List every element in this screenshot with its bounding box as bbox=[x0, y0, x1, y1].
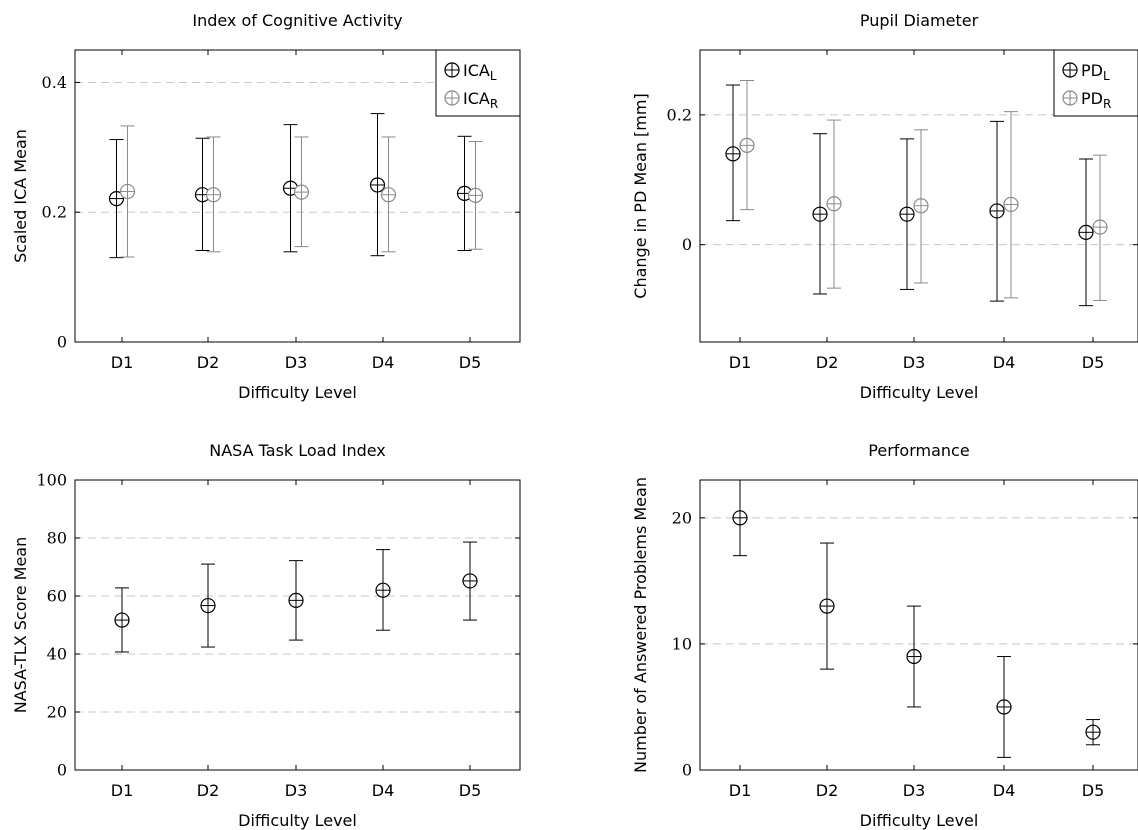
x-tick-label: D3 bbox=[903, 781, 926, 800]
y-tick-label: 0 bbox=[57, 761, 67, 780]
legend-entry-name: ICA bbox=[463, 89, 490, 108]
y-tick-label: 0.2 bbox=[667, 105, 692, 124]
legend-entry-name: PD bbox=[1081, 61, 1103, 80]
x-tick-label: D4 bbox=[372, 781, 395, 800]
x-tick-label: D2 bbox=[816, 353, 839, 372]
y-tick-label: 0 bbox=[57, 333, 67, 352]
legend-entry-subscript: R bbox=[490, 97, 498, 111]
series-2 bbox=[119, 125, 484, 258]
x-tick-label: D1 bbox=[111, 781, 134, 800]
y-tick-label: 60 bbox=[47, 587, 67, 606]
x-tick-label: D2 bbox=[197, 781, 220, 800]
x-tick-label: D1 bbox=[729, 781, 752, 800]
series-1 bbox=[725, 84, 1094, 307]
chart-panel-1: Index of Cognitive Activity 0 0.2 0.4 D1 D2 D3… bbox=[11, 11, 521, 402]
x-tick-label: D5 bbox=[459, 353, 482, 372]
x-tick-label: D4 bbox=[993, 353, 1016, 372]
y-tick-label: 20 bbox=[47, 703, 67, 722]
plot-frame bbox=[699, 479, 1138, 771]
plot-frame bbox=[74, 49, 521, 343]
x-tick-label: D5 bbox=[1082, 353, 1105, 372]
x-tick-label: D4 bbox=[993, 781, 1016, 800]
series-1 bbox=[114, 541, 478, 653]
y-tick-label: 80 bbox=[47, 529, 67, 548]
legend-entry-name: ICA bbox=[463, 61, 490, 80]
legend-entry: PDL bbox=[1081, 61, 1110, 83]
plot-frame bbox=[699, 49, 1138, 343]
legend-entry-subscript: L bbox=[490, 69, 497, 83]
legend-entry-subscript: L bbox=[1103, 69, 1110, 83]
x-tick-label: D1 bbox=[111, 353, 134, 372]
legend-entry: PDR bbox=[1081, 89, 1111, 111]
legend-entry-name: PD bbox=[1081, 89, 1103, 108]
y-axis-label: NASA-TLX Score Mean bbox=[11, 537, 30, 714]
chart-title: NASA Task Load Index bbox=[209, 441, 386, 460]
chart-title: Index of Cognitive Activity bbox=[192, 11, 402, 30]
x-tick-label: D2 bbox=[816, 781, 839, 800]
legend-entry-subscript: R bbox=[1103, 97, 1111, 111]
plot-frame bbox=[74, 479, 521, 771]
y-tick-label: 0.2 bbox=[42, 203, 67, 222]
series-1 bbox=[108, 113, 473, 259]
y-tick-label: 100 bbox=[36, 471, 67, 490]
y-tick-label: 10 bbox=[672, 634, 692, 653]
y-tick-label: 0.4 bbox=[42, 73, 67, 92]
y-axis-label: Change in PD Mean [mm] bbox=[631, 93, 650, 298]
x-tick-label: D1 bbox=[729, 353, 752, 372]
x-tick-label: D2 bbox=[197, 353, 220, 372]
x-tick-label: D5 bbox=[1082, 781, 1105, 800]
legend-entry: ICAL bbox=[463, 61, 497, 83]
x-axis-label: Difficulty Level bbox=[238, 383, 357, 402]
y-axis-label: Number of Answered Problems Mean bbox=[631, 477, 650, 773]
x-tick-label: D5 bbox=[459, 781, 482, 800]
y-tick-label: 20 bbox=[672, 508, 692, 527]
legend-entry: ICAR bbox=[463, 89, 498, 111]
chart-title: Performance bbox=[868, 441, 969, 460]
x-axis-label: Difficulty Level bbox=[238, 811, 357, 830]
x-tick-label: D3 bbox=[285, 781, 308, 800]
y-tick-label: 40 bbox=[47, 645, 67, 664]
x-tick-label: D4 bbox=[372, 353, 395, 372]
chart-panel-2: Pupil Diameter 0 0.2 D1 D2 D3 D4 D5 Difficulty L… bbox=[631, 11, 1138, 402]
series-2 bbox=[739, 79, 1108, 301]
series-1 bbox=[732, 479, 1101, 758]
y-axis-label: Scaled ICA Mean bbox=[11, 129, 30, 263]
x-tick-label: D3 bbox=[285, 353, 308, 372]
chart-panel-4: Performance 0 10 20 D1 D2 D3 D4 D5 Difficulty Lev… bbox=[631, 441, 1138, 830]
y-tick-label: 0 bbox=[682, 235, 692, 254]
chart-panel-3: NASA Task Load Index 0 20 40 60 80 100 D1 D2 D3 D4… bbox=[11, 441, 521, 830]
chart-title: Pupil Diameter bbox=[860, 11, 979, 30]
x-tick-label: D3 bbox=[903, 353, 926, 372]
x-axis-label: Difficulty Level bbox=[860, 811, 979, 830]
y-tick-label: 0 bbox=[682, 761, 692, 780]
x-axis-label: Difficulty Level bbox=[860, 383, 979, 402]
